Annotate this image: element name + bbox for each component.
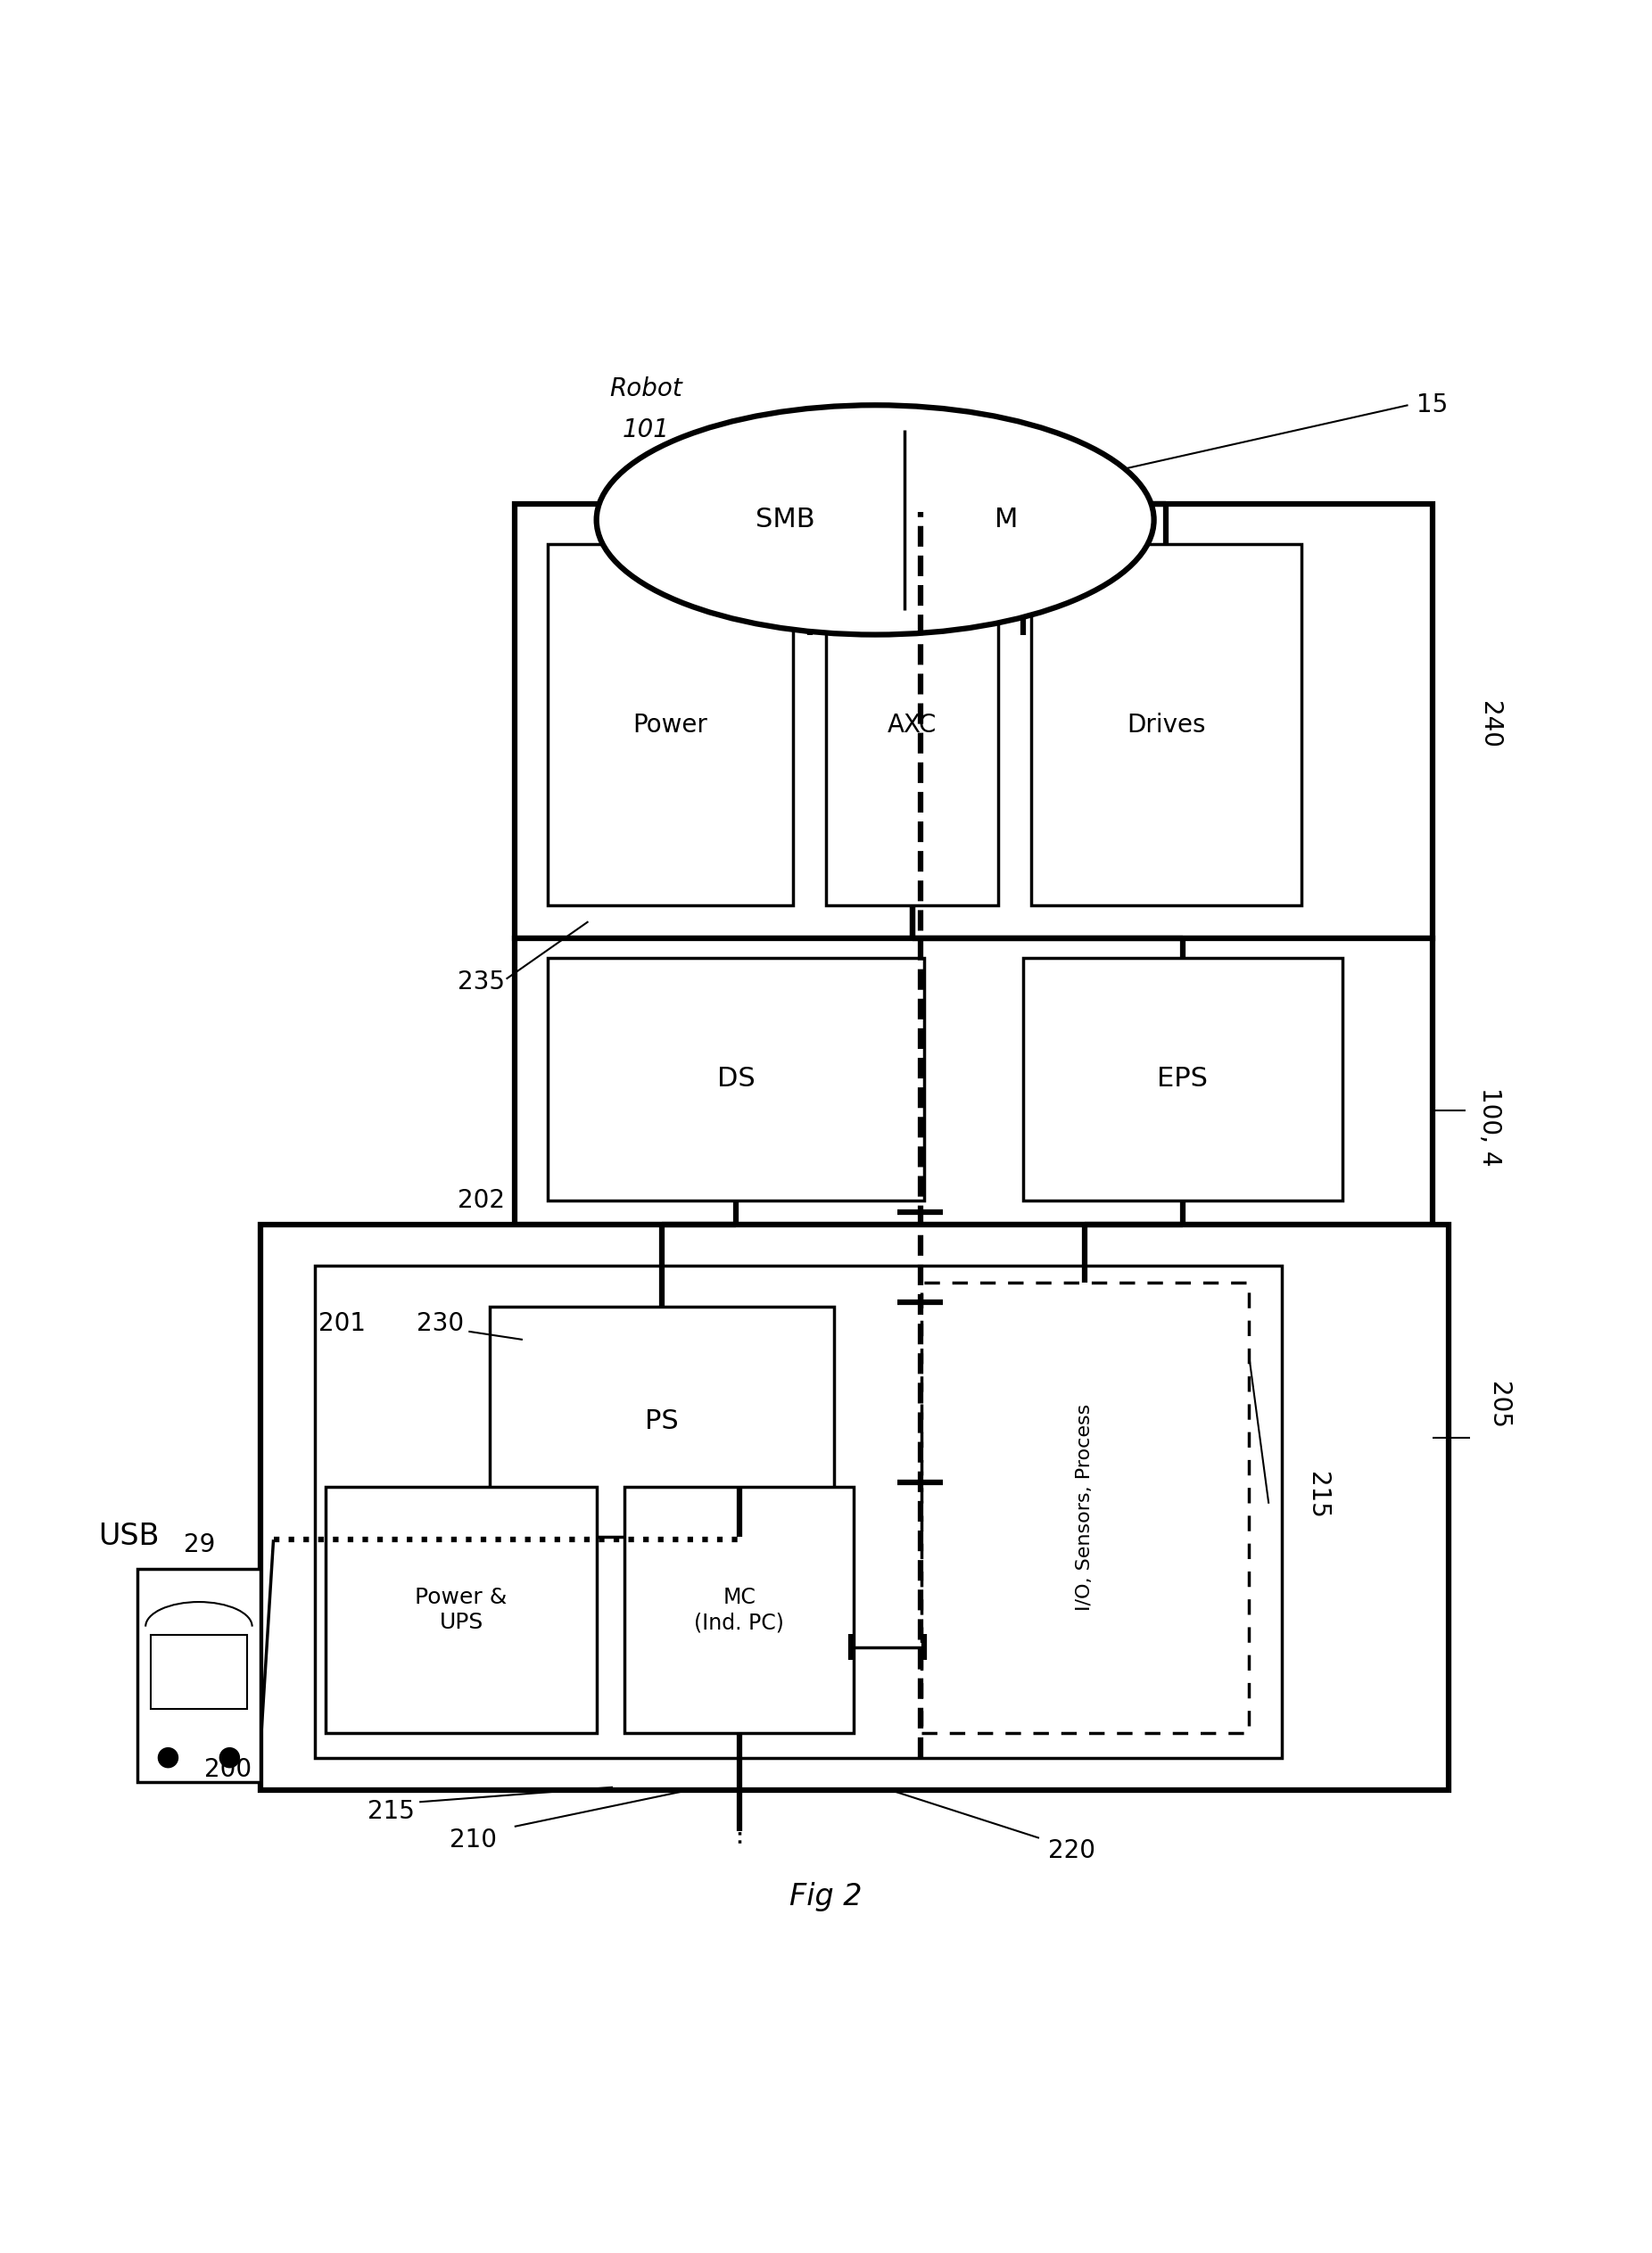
Text: 200: 200 <box>203 1757 251 1782</box>
Text: Power &
UPS: Power & UPS <box>415 1586 507 1633</box>
Bar <box>137 1568 261 1782</box>
Bar <box>514 502 1432 937</box>
Text: 215: 215 <box>368 1800 415 1825</box>
Text: Robot: Robot <box>610 376 682 401</box>
Text: 230: 230 <box>416 1311 464 1336</box>
Bar <box>1031 545 1302 906</box>
Text: 220: 220 <box>1049 1838 1095 1863</box>
Bar <box>514 937 1432 1226</box>
Text: 100, 4: 100, 4 <box>1477 1086 1503 1167</box>
Text: 240: 240 <box>1477 701 1503 748</box>
Text: Fig 2: Fig 2 <box>790 1881 862 1913</box>
Bar <box>922 1282 1249 1733</box>
Text: 235: 235 <box>458 969 506 996</box>
Text: PS: PS <box>646 1408 679 1435</box>
Bar <box>491 1307 834 1537</box>
Text: 101: 101 <box>623 417 669 442</box>
Text: Power: Power <box>633 712 707 737</box>
Text: 205: 205 <box>1485 1381 1510 1428</box>
Ellipse shape <box>596 406 1155 635</box>
Text: EPS: EPS <box>1156 1066 1208 1093</box>
Text: Drives: Drives <box>1127 712 1206 737</box>
Bar <box>1023 958 1343 1201</box>
Text: 210: 210 <box>449 1827 497 1852</box>
Text: 215: 215 <box>1305 1471 1330 1519</box>
Bar <box>150 1636 248 1708</box>
Bar <box>325 1487 596 1733</box>
Circle shape <box>159 1748 178 1769</box>
Text: AXC: AXC <box>887 712 937 737</box>
Text: 15: 15 <box>1417 392 1449 417</box>
Bar <box>624 1487 854 1733</box>
Text: SMB: SMB <box>755 507 814 532</box>
Text: M: M <box>995 507 1018 532</box>
Text: 201: 201 <box>319 1311 367 1336</box>
Circle shape <box>220 1748 240 1769</box>
Text: I/O, Sensors, Process: I/O, Sensors, Process <box>1075 1404 1094 1611</box>
Bar <box>314 1266 1282 1757</box>
Text: DS: DS <box>717 1066 755 1093</box>
Bar <box>547 545 793 906</box>
Text: 29: 29 <box>183 1532 215 1557</box>
Bar <box>261 1226 1449 1791</box>
Bar <box>826 545 998 906</box>
Text: 202: 202 <box>458 1187 506 1212</box>
Text: MC
(Ind. PC): MC (Ind. PC) <box>694 1586 785 1633</box>
Bar <box>547 958 925 1201</box>
Text: USB: USB <box>99 1521 160 1550</box>
